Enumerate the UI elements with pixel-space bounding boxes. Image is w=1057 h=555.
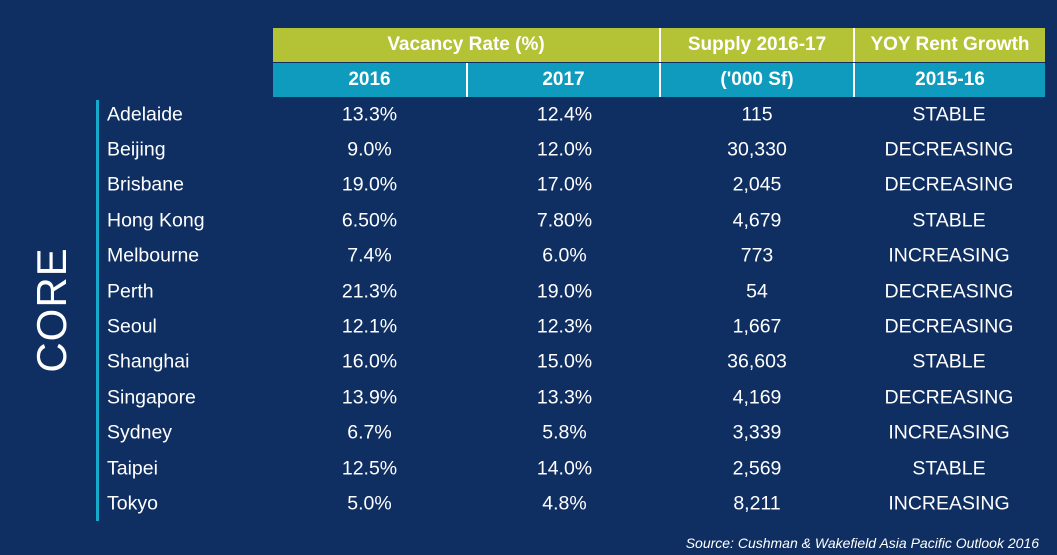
city-cell: Shanghai [107,350,190,373]
rent-growth-cell: DECREASING [884,138,1014,161]
rent-growth-cell: STABLE [912,209,986,232]
rent-growth-cell: DECREASING [884,315,1014,338]
rent-growth-cell: INCREASING [888,421,1010,444]
table-row: Shanghai 16.0% 15.0% 36,603 STABLE [0,345,1057,380]
vacancy-2016-cell: 9.0% [347,138,392,161]
vacancy-2017-cell: 7.80% [536,209,593,232]
city-cell: Adelaide [107,103,183,126]
table-row: Tokyo 5.0% 4.8% 8,211 INCREASING [0,486,1057,521]
vacancy-2017-cell: 19.0% [536,280,593,303]
city-cell: Taipei [107,457,158,480]
supply-cell: 773 [740,244,774,267]
city-cell: Brisbane [107,173,184,196]
vacancy-2016-cell: 13.9% [341,386,398,409]
table-row: Perth 21.3% 19.0% 54 DECREASING [0,274,1057,309]
table-body: Adelaide 13.3% 12.4% 115 STABLE Beijing 9.0% 12… [0,97,1057,522]
city-cell: Seoul [107,315,157,338]
table-row: Taipei 12.5% 14.0% 2,569 STABLE [0,451,1057,486]
vacancy-2016-cell: 12.1% [341,315,398,338]
supply-cell: 1,667 [732,315,782,338]
vacancy-2017-cell: 12.0% [536,138,593,161]
supply-cell: 36,603 [727,350,787,373]
vacancy-2016-cell: 6.7% [347,421,392,444]
vacancy-2017-cell: 12.4% [536,103,593,126]
header-column-row: 2016 2017 ('000 Sf) 2015-16 [273,63,1045,97]
vacancy-2017-cell: 13.3% [536,386,593,409]
city-cell: Beijing [107,138,166,161]
supply-cell: 8,211 [733,492,781,515]
vacancy-2017-cell: 17.0% [536,173,593,196]
header-group-row: Vacancy Rate (%) Supply 2016-17 YOY Rent… [273,28,1045,62]
supply-cell: 2,569 [732,457,782,480]
vacancy-2016-cell: 16.0% [341,350,398,373]
header-vacancy-rate: Vacancy Rate (%) [273,28,659,62]
vacancy-2016-cell: 13.3% [341,103,398,126]
table-row: Brisbane 19.0% 17.0% 2,045 DECREASING [0,168,1057,203]
vacancy-2017-cell: 4.8% [542,492,587,515]
vacancy-2016-cell: 6.50% [341,209,398,232]
header-col-supply-unit: ('000 Sf) [659,63,853,97]
supply-cell: 3,339 [732,421,782,444]
core-accent-bar [96,100,99,521]
rent-growth-cell: STABLE [912,350,986,373]
supply-cell: 54 [746,280,768,303]
rent-growth-cell: DECREASING [884,386,1014,409]
city-cell: Melbourne [107,244,200,267]
header-col-2016: 2016 [273,63,466,97]
rent-growth-cell: STABLE [912,457,986,480]
rent-growth-cell: DECREASING [884,173,1014,196]
header-col-rent-period: 2015-16 [853,63,1045,97]
city-cell: Tokyo [107,492,158,515]
rent-growth-cell: STABLE [912,103,986,126]
city-cell: Perth [107,280,154,303]
header-supply: Supply 2016-17 [659,28,853,62]
vacancy-2016-cell: 7.4% [347,244,392,267]
table-row: Seoul 12.1% 12.3% 1,667 DECREASING [0,309,1057,344]
table-row: Sydney 6.7% 5.8% 3,339 INCREASING [0,416,1057,451]
vacancy-2016-cell: 12.5% [341,457,398,480]
header-col-2017: 2017 [466,63,659,97]
vacancy-2016-cell: 19.0% [341,173,398,196]
vacancy-2017-cell: 12.3% [536,315,593,338]
vacancy-2017-cell: 15.0% [536,350,593,373]
supply-cell: 30,330 [727,138,787,161]
city-cell: Hong Kong [107,209,205,232]
rent-growth-cell: INCREASING [888,492,1010,515]
supply-cell: 115 [741,103,773,126]
rent-growth-cell: DECREASING [884,280,1014,303]
vacancy-2016-cell: 21.3% [341,280,398,303]
rent-growth-cell: INCREASING [888,244,1010,267]
vacancy-2017-cell: 14.0% [536,457,593,480]
supply-cell: 2,045 [732,173,782,196]
supply-cell: 4,169 [732,386,782,409]
table-row: Singapore 13.9% 13.3% 4,169 DECREASING [0,380,1057,415]
table-row: Melbourne 7.4% 6.0% 773 INCREASING [0,239,1057,274]
vacancy-2016-cell: 5.0% [347,492,392,515]
table-row: Hong Kong 6.50% 7.80% 4,679 STABLE [0,203,1057,238]
city-cell: Sydney [107,421,173,444]
table-row: Beijing 9.0% 12.0% 30,330 DECREASING [0,132,1057,167]
vacancy-2017-cell: 5.8% [542,421,587,444]
supply-cell: 4,679 [732,209,782,232]
city-cell: Singapore [107,386,196,409]
source-note: Source: Cushman & Wakefield Asia Pacific… [685,535,1039,551]
header-rent-growth: YOY Rent Growth [853,28,1045,62]
table-row: Adelaide 13.3% 12.4% 115 STABLE [0,97,1057,132]
vacancy-2017-cell: 6.0% [542,244,587,267]
